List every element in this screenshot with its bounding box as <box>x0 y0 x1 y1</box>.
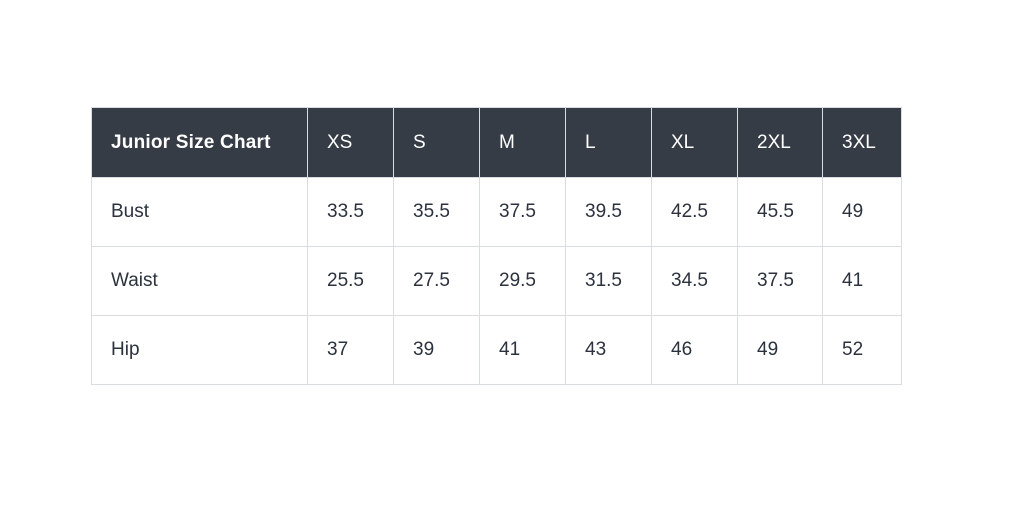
cell-hip-xl: 46 <box>651 315 738 385</box>
cell-bust-3xl: 49 <box>822 177 902 247</box>
column-header-xs: XS <box>307 107 394 178</box>
cell-waist-s: 27.5 <box>393 246 480 316</box>
table-row-bust: Bust 33.5 35.5 37.5 39.5 42.5 45.5 49 <box>91 177 902 247</box>
row-label-waist: Waist <box>91 246 308 316</box>
table-title: Junior Size Chart <box>91 107 308 178</box>
column-header-3xl: 3XL <box>822 107 902 178</box>
cell-bust-xl: 42.5 <box>651 177 738 247</box>
cell-waist-xl: 34.5 <box>651 246 738 316</box>
row-label-bust: Bust <box>91 177 308 247</box>
column-header-xl: XL <box>651 107 738 178</box>
table-header-row: Junior Size Chart XS S M L XL 2XL 3XL <box>91 107 902 178</box>
cell-hip-l: 43 <box>565 315 652 385</box>
cell-hip-2xl: 49 <box>737 315 823 385</box>
cell-waist-m: 29.5 <box>479 246 566 316</box>
cell-waist-xs: 25.5 <box>307 246 394 316</box>
cell-bust-2xl: 45.5 <box>737 177 823 247</box>
column-header-l: L <box>565 107 652 178</box>
cell-bust-l: 39.5 <box>565 177 652 247</box>
row-label-hip: Hip <box>91 315 308 385</box>
cell-bust-xs: 33.5 <box>307 177 394 247</box>
junior-size-chart-table: Junior Size Chart XS S M L XL 2XL 3XL Bu… <box>91 107 902 385</box>
column-header-2xl: 2XL <box>737 107 823 178</box>
table-row-hip: Hip 37 39 41 43 46 49 52 <box>91 315 902 385</box>
cell-waist-2xl: 37.5 <box>737 246 823 316</box>
cell-hip-xs: 37 <box>307 315 394 385</box>
cell-hip-m: 41 <box>479 315 566 385</box>
column-header-m: M <box>479 107 566 178</box>
column-header-s: S <box>393 107 480 178</box>
cell-bust-s: 35.5 <box>393 177 480 247</box>
cell-waist-3xl: 41 <box>822 246 902 316</box>
cell-hip-s: 39 <box>393 315 480 385</box>
cell-hip-3xl: 52 <box>822 315 902 385</box>
table-row-waist: Waist 25.5 27.5 29.5 31.5 34.5 37.5 41 <box>91 246 902 316</box>
cell-waist-l: 31.5 <box>565 246 652 316</box>
cell-bust-m: 37.5 <box>479 177 566 247</box>
